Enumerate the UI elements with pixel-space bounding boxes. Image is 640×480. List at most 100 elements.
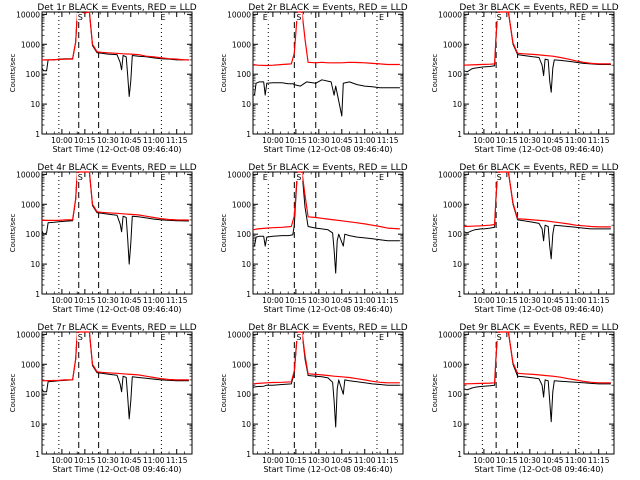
- x-tick-label: 10:15: [496, 456, 518, 465]
- x-tick-label: 10:00: [51, 456, 73, 465]
- y-tick-label: 100: [448, 390, 463, 399]
- y-axis-label: Counts/sec: [9, 214, 17, 253]
- marker-label: S: [296, 13, 301, 22]
- marker-box: [159, 173, 167, 181]
- marker-label: E: [379, 333, 384, 342]
- plot-frame: [252, 331, 404, 455]
- x-tick-label: 10:30: [308, 456, 330, 465]
- marker-label: E: [263, 173, 268, 182]
- x-tick-label: 11:00: [565, 136, 587, 145]
- marker-box: [295, 13, 303, 21]
- x-tick-label: 10:45: [542, 296, 564, 305]
- x-tick-label: 10:45: [331, 296, 353, 305]
- panel-title: Det 4r BLACK = Events, RED = LLD: [37, 163, 196, 173]
- y-tick-label: 10000: [227, 170, 251, 179]
- y-tick-label: 1000: [232, 200, 251, 209]
- marker-box: [159, 333, 167, 341]
- x-axis-label: Start Time (12-Oct-08 09:46:40): [52, 145, 181, 154]
- detector-panel-5: Det 5r BLACK = Events, RED = LLD 1 10 100 10…: [220, 163, 408, 314]
- panel-title: Det 5r BLACK = Events, RED = LLD: [248, 163, 407, 173]
- y-tick-label: 1000: [232, 40, 251, 49]
- marker-box: [159, 13, 167, 21]
- panel-title: Det 6r BLACK = Events, RED = LLD: [459, 163, 618, 173]
- marker-box: [579, 13, 587, 21]
- y-axis-label: Counts/sec: [431, 374, 439, 413]
- marker-box: [76, 13, 84, 21]
- lld-series-line: [252, 331, 400, 385]
- marker-label: E: [160, 333, 165, 342]
- y-tick-label: 1: [457, 290, 462, 299]
- x-tick-label: 10:15: [285, 456, 307, 465]
- panel-title: Det 8r BLACK = Events, RED = LLD: [248, 323, 407, 333]
- detector-panel-4: Det 4r BLACK = Events, RED = LLD 1 10 100 10…: [9, 163, 197, 314]
- y-tick-label: 10: [241, 100, 251, 109]
- plot-frame: [41, 171, 193, 295]
- x-tick-label: 10:15: [496, 296, 518, 305]
- marker-label: E: [379, 173, 384, 182]
- lld-series-line: [41, 331, 189, 382]
- marker-box: [378, 173, 386, 181]
- x-tick-label: 10:30: [519, 456, 541, 465]
- marker-box: [495, 333, 503, 341]
- x-axis-label: Start Time (12-Oct-08 09:46:40): [263, 305, 392, 314]
- x-tick-label: 10:00: [262, 136, 284, 145]
- x-tick-label: 10:00: [51, 296, 73, 305]
- x-tick-label: 11:15: [588, 136, 610, 145]
- y-tick-label: 1: [246, 290, 251, 299]
- x-tick-label: 11:00: [565, 296, 587, 305]
- y-tick-label: 1000: [443, 360, 462, 369]
- y-tick-label: 10000: [227, 330, 251, 339]
- y-tick-label: 100: [237, 390, 252, 399]
- marker-label: E: [581, 173, 586, 182]
- x-axis-label: Start Time (12-Oct-08 09:46:40): [474, 305, 603, 314]
- x-tick-label: 10:00: [473, 296, 495, 305]
- x-axis-label: Start Time (12-Oct-08 09:46:40): [474, 465, 603, 474]
- y-tick-label: 10: [452, 100, 462, 109]
- y-tick-label: 100: [237, 230, 252, 239]
- y-tick-label: 100: [26, 390, 41, 399]
- panel-title: Det 3r BLACK = Events, RED = LLD: [459, 3, 618, 13]
- y-tick-label: 10000: [227, 10, 251, 19]
- y-tick-label: 1000: [232, 360, 251, 369]
- y-axis-label: Counts/sec: [431, 214, 439, 253]
- lld-series-line: [42, 11, 189, 61]
- plot-frame: [463, 171, 615, 295]
- y-tick-label: 1000: [21, 40, 40, 49]
- lld-series-line: [463, 171, 611, 228]
- marker-label: S: [497, 173, 502, 182]
- x-tick-label: 10:45: [120, 456, 142, 465]
- plot-frame: [41, 331, 193, 455]
- detector-panel-6: Det 6r BLACK = Events, RED = LLD 1 10 100 10…: [431, 163, 619, 314]
- y-tick-label: 100: [26, 70, 41, 79]
- lld-series-line: [42, 171, 189, 221]
- x-tick-label: 10:30: [519, 296, 541, 305]
- x-tick-label: 10:00: [262, 456, 284, 465]
- events-series-line: [463, 171, 611, 260]
- x-tick-label: 11:15: [166, 296, 188, 305]
- y-tick-label: 1: [246, 450, 251, 459]
- marker-box: [579, 333, 587, 341]
- marker-box: [76, 333, 84, 341]
- y-tick-label: 1: [457, 130, 462, 139]
- x-tick-label: 11:15: [166, 456, 188, 465]
- marker-box: [261, 13, 269, 21]
- marker-label: E: [263, 13, 268, 22]
- panel-title: Det 1r BLACK = Events, RED = LLD: [37, 3, 196, 13]
- plot-frame: [252, 11, 404, 135]
- y-tick-label: 10: [30, 260, 40, 269]
- marker-box: [295, 173, 303, 181]
- marker-box: [495, 173, 503, 181]
- plot-frame: [252, 171, 404, 295]
- x-tick-label: 10:30: [97, 456, 119, 465]
- marker-box: [579, 173, 587, 181]
- y-tick-label: 10: [241, 420, 251, 429]
- lld-series-line: [252, 171, 400, 231]
- y-tick-label: 10000: [16, 330, 40, 339]
- marker-label: S: [296, 333, 301, 342]
- events-series-line: [253, 171, 400, 274]
- y-tick-label: 100: [26, 230, 41, 239]
- events-series-line: [463, 11, 611, 93]
- events-series-line: [252, 331, 400, 428]
- plot-frame: [463, 331, 615, 455]
